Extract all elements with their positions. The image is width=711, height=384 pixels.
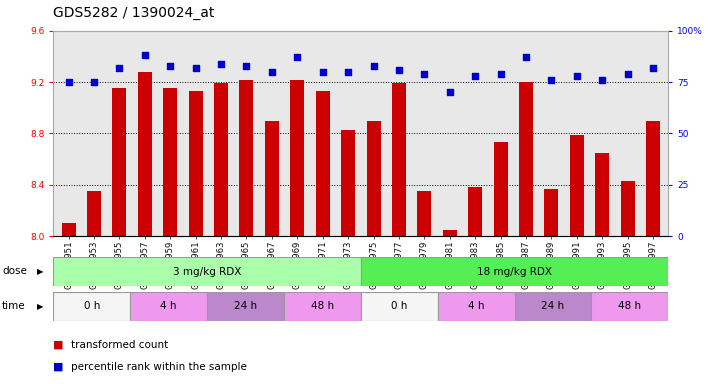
Bar bbox=[188, 91, 203, 236]
Bar bbox=[592, 292, 668, 321]
Bar bbox=[367, 121, 380, 236]
Text: transformed count: transformed count bbox=[71, 340, 169, 350]
Text: ■: ■ bbox=[53, 340, 68, 350]
Point bbox=[469, 73, 481, 79]
Point bbox=[393, 67, 405, 73]
Bar bbox=[360, 257, 668, 286]
Point bbox=[419, 71, 430, 77]
Text: 4 h: 4 h bbox=[468, 301, 484, 311]
Point bbox=[597, 77, 608, 83]
Bar bbox=[570, 135, 584, 236]
Bar bbox=[240, 79, 253, 236]
Text: ▶: ▶ bbox=[37, 267, 43, 276]
Text: 48 h: 48 h bbox=[619, 301, 641, 311]
Text: 24 h: 24 h bbox=[542, 301, 565, 311]
Text: 0 h: 0 h bbox=[391, 301, 407, 311]
Bar bbox=[493, 142, 508, 236]
Text: GDS5282 / 1390024_at: GDS5282 / 1390024_at bbox=[53, 6, 215, 20]
Text: dose: dose bbox=[2, 266, 27, 276]
Point bbox=[546, 77, 557, 83]
Bar bbox=[443, 230, 456, 236]
Bar bbox=[138, 72, 152, 236]
Text: 0 h: 0 h bbox=[84, 301, 100, 311]
Bar bbox=[341, 129, 355, 236]
Point bbox=[241, 63, 252, 69]
Point bbox=[622, 71, 634, 77]
Point bbox=[571, 73, 582, 79]
Point bbox=[495, 71, 506, 77]
Bar bbox=[515, 292, 592, 321]
Point bbox=[215, 61, 227, 67]
Bar bbox=[53, 292, 130, 321]
Bar bbox=[392, 83, 406, 236]
Bar bbox=[265, 121, 279, 236]
Text: ▶: ▶ bbox=[37, 301, 43, 311]
Text: time: time bbox=[2, 301, 26, 311]
Bar bbox=[646, 121, 660, 236]
Bar bbox=[284, 292, 360, 321]
Text: 3 mg/kg RDX: 3 mg/kg RDX bbox=[173, 266, 241, 277]
Text: 48 h: 48 h bbox=[311, 301, 334, 311]
Text: 18 mg/kg RDX: 18 mg/kg RDX bbox=[477, 266, 552, 277]
Point bbox=[88, 79, 100, 85]
Bar bbox=[214, 83, 228, 236]
Point bbox=[164, 63, 176, 69]
Point bbox=[444, 89, 456, 95]
Bar bbox=[360, 292, 438, 321]
Bar bbox=[621, 181, 635, 236]
Bar bbox=[53, 257, 360, 286]
Point bbox=[114, 65, 125, 71]
Bar bbox=[112, 88, 127, 236]
Point bbox=[266, 69, 277, 75]
Bar bbox=[519, 82, 533, 236]
Bar bbox=[62, 223, 75, 236]
Bar bbox=[316, 91, 330, 236]
Point bbox=[190, 65, 201, 71]
Bar bbox=[164, 88, 177, 236]
Bar bbox=[469, 187, 482, 236]
Bar bbox=[545, 189, 558, 236]
Point bbox=[139, 52, 151, 58]
Point bbox=[368, 63, 379, 69]
Point bbox=[292, 55, 303, 61]
Point bbox=[317, 69, 328, 75]
Text: 4 h: 4 h bbox=[161, 301, 177, 311]
Point bbox=[343, 69, 354, 75]
Bar bbox=[87, 191, 101, 236]
Bar bbox=[207, 292, 284, 321]
Text: ■: ■ bbox=[53, 362, 68, 372]
Point bbox=[648, 65, 659, 71]
Bar bbox=[438, 292, 515, 321]
Text: 24 h: 24 h bbox=[234, 301, 257, 311]
Bar bbox=[290, 79, 304, 236]
Point bbox=[520, 55, 532, 61]
Bar bbox=[595, 153, 609, 236]
Bar bbox=[417, 191, 432, 236]
Text: percentile rank within the sample: percentile rank within the sample bbox=[71, 362, 247, 372]
Bar bbox=[130, 292, 207, 321]
Point bbox=[63, 79, 74, 85]
